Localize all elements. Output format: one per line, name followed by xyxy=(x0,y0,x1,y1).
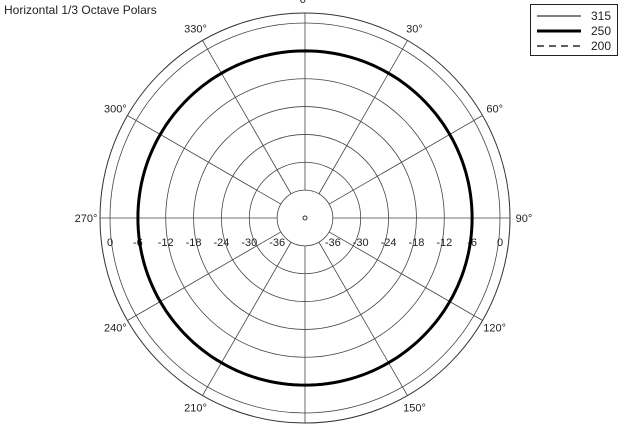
center-marker xyxy=(302,215,308,221)
legend-label: 315 xyxy=(591,9,612,23)
grid-spoke xyxy=(127,231,282,321)
angle-tick-label: 210° xyxy=(184,403,207,415)
grid-spoke xyxy=(328,115,483,205)
legend-item-200: 200 xyxy=(531,38,617,54)
legend-swatch-thin-solid xyxy=(537,15,581,17)
grid-spoke xyxy=(318,40,408,195)
angle-tick-label: 30° xyxy=(406,23,423,35)
angle-tick-label: 120° xyxy=(483,323,506,335)
radial-tick-label: -36 xyxy=(325,237,341,249)
radial-tick-label: -18 xyxy=(408,237,424,249)
grid-spoke xyxy=(328,231,483,321)
grid-spoke xyxy=(127,115,282,205)
angle-tick-label: 270° xyxy=(75,213,98,225)
angle-tick-label: 330° xyxy=(184,23,207,35)
grid-spoke xyxy=(202,40,292,195)
legend-label: 250 xyxy=(591,24,612,38)
radial-tick-label: -6 xyxy=(467,237,477,249)
radial-tick-label: 0 xyxy=(497,237,503,249)
radial-tick-label: -36 xyxy=(269,237,285,249)
radial-tick-label: -6 xyxy=(133,237,143,249)
radial-tick-label: 0 xyxy=(107,237,113,249)
angle-tick-label: 300° xyxy=(104,104,127,116)
legend-swatch-thick-solid xyxy=(537,29,581,33)
legend: 315 250 200 xyxy=(530,4,618,56)
radial-tick-label: -24 xyxy=(381,237,397,249)
grid-spoke xyxy=(318,241,408,396)
legend-label: 200 xyxy=(591,39,612,53)
radial-tick-label: -18 xyxy=(186,237,202,249)
angle-tick-label: 90° xyxy=(516,213,533,225)
series-200 xyxy=(137,50,473,386)
angle-tick-label: 60° xyxy=(486,104,503,116)
chart-title: Horizontal 1/3 Octave Polars xyxy=(4,3,157,17)
legend-item-315: 315 xyxy=(531,8,617,24)
legend-item-250: 250 xyxy=(531,23,617,39)
angle-tick-label: 0° xyxy=(300,0,311,6)
angle-tick-label: 240° xyxy=(104,323,127,335)
radial-tick-label: -30 xyxy=(353,237,369,249)
radial-tick-label: -24 xyxy=(213,237,229,249)
legend-swatch-dashed xyxy=(537,45,581,47)
radial-tick-label: -12 xyxy=(436,237,452,249)
grid-spoke xyxy=(202,241,292,396)
radial-tick-label: -12 xyxy=(158,237,174,249)
radial-tick-label: -30 xyxy=(241,237,257,249)
angle-tick-label: 150° xyxy=(403,403,426,415)
